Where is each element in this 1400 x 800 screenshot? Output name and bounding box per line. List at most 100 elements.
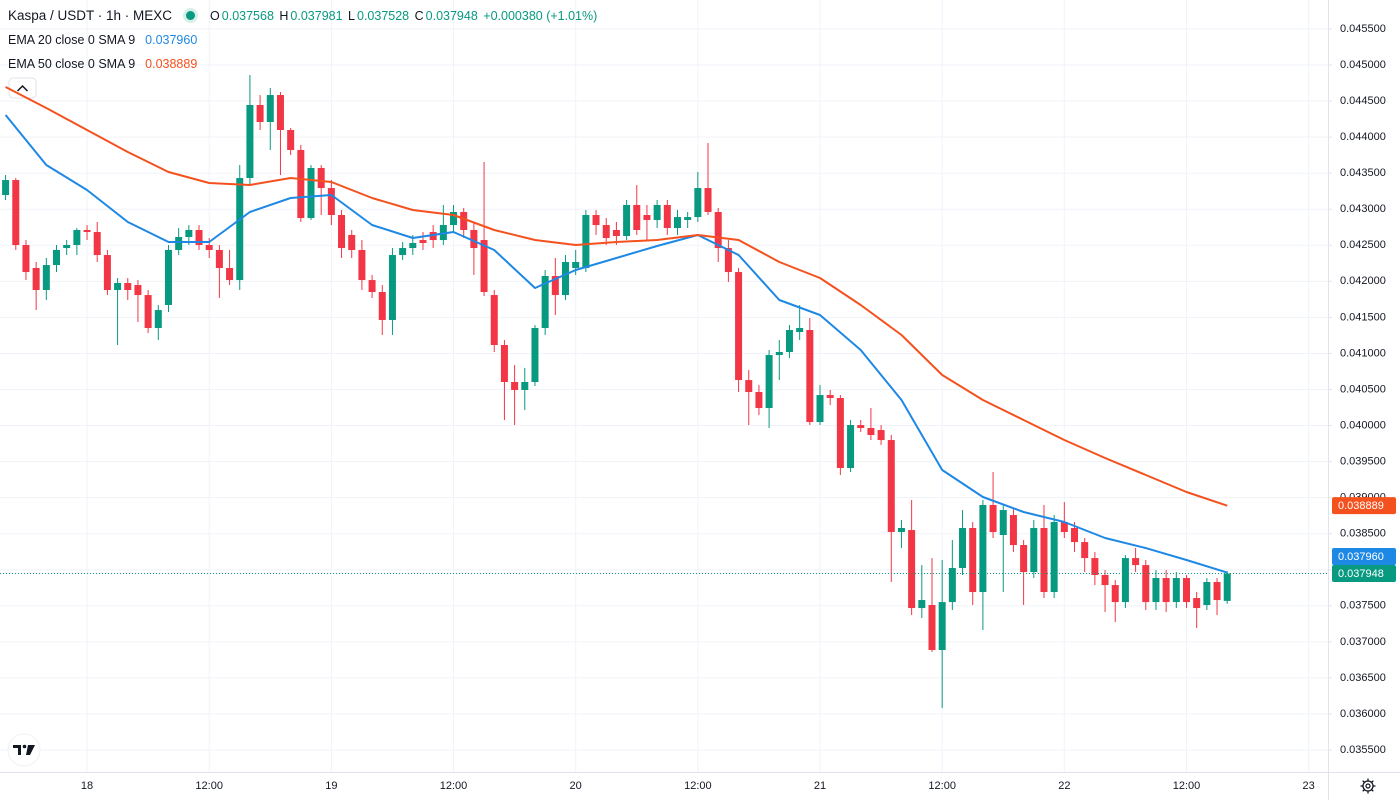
ohlc-label: H xyxy=(279,9,289,23)
candle-body xyxy=(1040,528,1048,593)
candle-body xyxy=(694,188,702,218)
candle-body xyxy=(826,395,834,399)
candle-body xyxy=(735,272,743,381)
candle-body xyxy=(399,248,407,256)
candle-body xyxy=(673,217,681,228)
candle-body xyxy=(358,249,366,281)
x-tick-label: 12:00 xyxy=(440,780,468,792)
price-tag-label: 0.037948 xyxy=(1338,568,1384,580)
y-tick-label: 0.041500 xyxy=(1340,311,1386,323)
y-tick-label: 0.042500 xyxy=(1340,239,1386,251)
candle-body xyxy=(857,425,865,428)
ohlc-value: 0.037528 xyxy=(357,9,410,23)
candle-body xyxy=(847,425,855,469)
x-tick-label: 21 xyxy=(814,780,826,792)
candle-body xyxy=(887,440,895,533)
candle-body xyxy=(1182,578,1190,603)
y-tick-label: 0.040500 xyxy=(1340,383,1386,395)
candle-body xyxy=(297,149,305,219)
candle-body xyxy=(307,167,315,219)
ema-line xyxy=(5,86,1228,507)
candle-body xyxy=(195,230,203,246)
y-tick-label: 0.036000 xyxy=(1340,708,1386,720)
candle-body xyxy=(1172,578,1180,603)
candle-body xyxy=(215,249,223,269)
symbol-title[interactable]: Kaspa / USDT · 1h · MEXC xyxy=(8,8,173,23)
candle-body xyxy=(1203,582,1211,606)
candle-body xyxy=(1162,578,1170,603)
candle-body xyxy=(633,204,641,231)
candle-body xyxy=(1223,573,1231,601)
x-tick-label: 12:00 xyxy=(195,780,223,792)
price-tag xyxy=(1332,548,1396,566)
candle-body xyxy=(73,230,81,246)
candle-body xyxy=(144,295,152,328)
indicator-legend[interactable]: EMA 50 close 0 SMA 9 0.038889 xyxy=(8,57,199,71)
candle-body xyxy=(327,188,335,216)
candle-body xyxy=(562,262,570,296)
candle-body xyxy=(1101,575,1109,586)
ohlc-value: 0.037568 xyxy=(221,9,274,23)
price-tag xyxy=(1332,497,1396,515)
candle-body xyxy=(246,104,254,179)
candle-body xyxy=(928,605,936,651)
candle-body xyxy=(1020,545,1028,573)
candle-body xyxy=(500,345,508,382)
ohlc-label: O xyxy=(210,9,220,23)
change-value: +0.000380 (+1.01%) xyxy=(483,9,598,23)
candle-body xyxy=(785,330,793,353)
candle-body xyxy=(52,249,60,266)
candle-body xyxy=(419,240,427,243)
candle-body xyxy=(816,395,824,423)
candle-body xyxy=(959,528,967,569)
candle-body xyxy=(897,528,905,533)
y-tick-label: 0.042000 xyxy=(1340,275,1386,287)
candle-body xyxy=(1060,522,1068,533)
y-tick-label: 0.037500 xyxy=(1340,600,1386,612)
candle-body xyxy=(124,283,132,290)
candle-body xyxy=(582,215,590,269)
y-tick-label: 0.038500 xyxy=(1340,528,1386,540)
candle-body xyxy=(521,381,529,391)
candle-body xyxy=(1009,515,1017,546)
y-tick-label: 0.045500 xyxy=(1340,23,1386,35)
y-tick-label: 0.036500 xyxy=(1340,672,1386,684)
x-tick-label: 12:00 xyxy=(1173,780,1201,792)
candle-body xyxy=(1081,542,1089,559)
tv-logo[interactable] xyxy=(7,733,41,767)
candle-body xyxy=(602,225,610,239)
price-tag-label: 0.037960 xyxy=(1338,551,1384,563)
candle-body xyxy=(755,392,763,409)
x-tick-label: 12:00 xyxy=(684,780,712,792)
y-tick-label: 0.040000 xyxy=(1340,419,1386,431)
x-tick-label: 22 xyxy=(1058,780,1070,792)
candle-body xyxy=(1152,578,1160,603)
price-tag xyxy=(1332,565,1396,583)
candle-body xyxy=(969,528,977,593)
candle-body xyxy=(663,204,671,228)
candle-body xyxy=(185,230,193,238)
candle-body xyxy=(236,178,244,281)
candle-body xyxy=(22,245,30,273)
ohlc-value: 0.037981 xyxy=(290,9,343,23)
candle-body xyxy=(134,285,142,296)
candle-body xyxy=(103,255,111,290)
candle-body xyxy=(287,130,295,150)
ema-line xyxy=(4,114,1228,574)
settings-icon[interactable] xyxy=(1360,778,1376,794)
candle-body xyxy=(205,245,213,250)
indicator-legend[interactable]: EMA 20 close 0 SMA 9 0.037960 xyxy=(8,33,199,47)
candle-body xyxy=(256,104,264,122)
candle-body xyxy=(867,427,875,435)
candle-body xyxy=(429,232,437,241)
candle-body xyxy=(1193,598,1201,609)
x-tick-label: 18 xyxy=(81,780,93,792)
candle-body xyxy=(470,230,478,249)
symbol-legend: Kaspa / USDT · 1h · MEXC O 0.037568 H 0.03… xyxy=(8,8,599,23)
candle-body xyxy=(480,240,488,293)
candle-body xyxy=(1030,528,1038,573)
candle-body xyxy=(908,530,916,609)
candle-body xyxy=(938,602,946,651)
candle-body xyxy=(877,430,885,441)
